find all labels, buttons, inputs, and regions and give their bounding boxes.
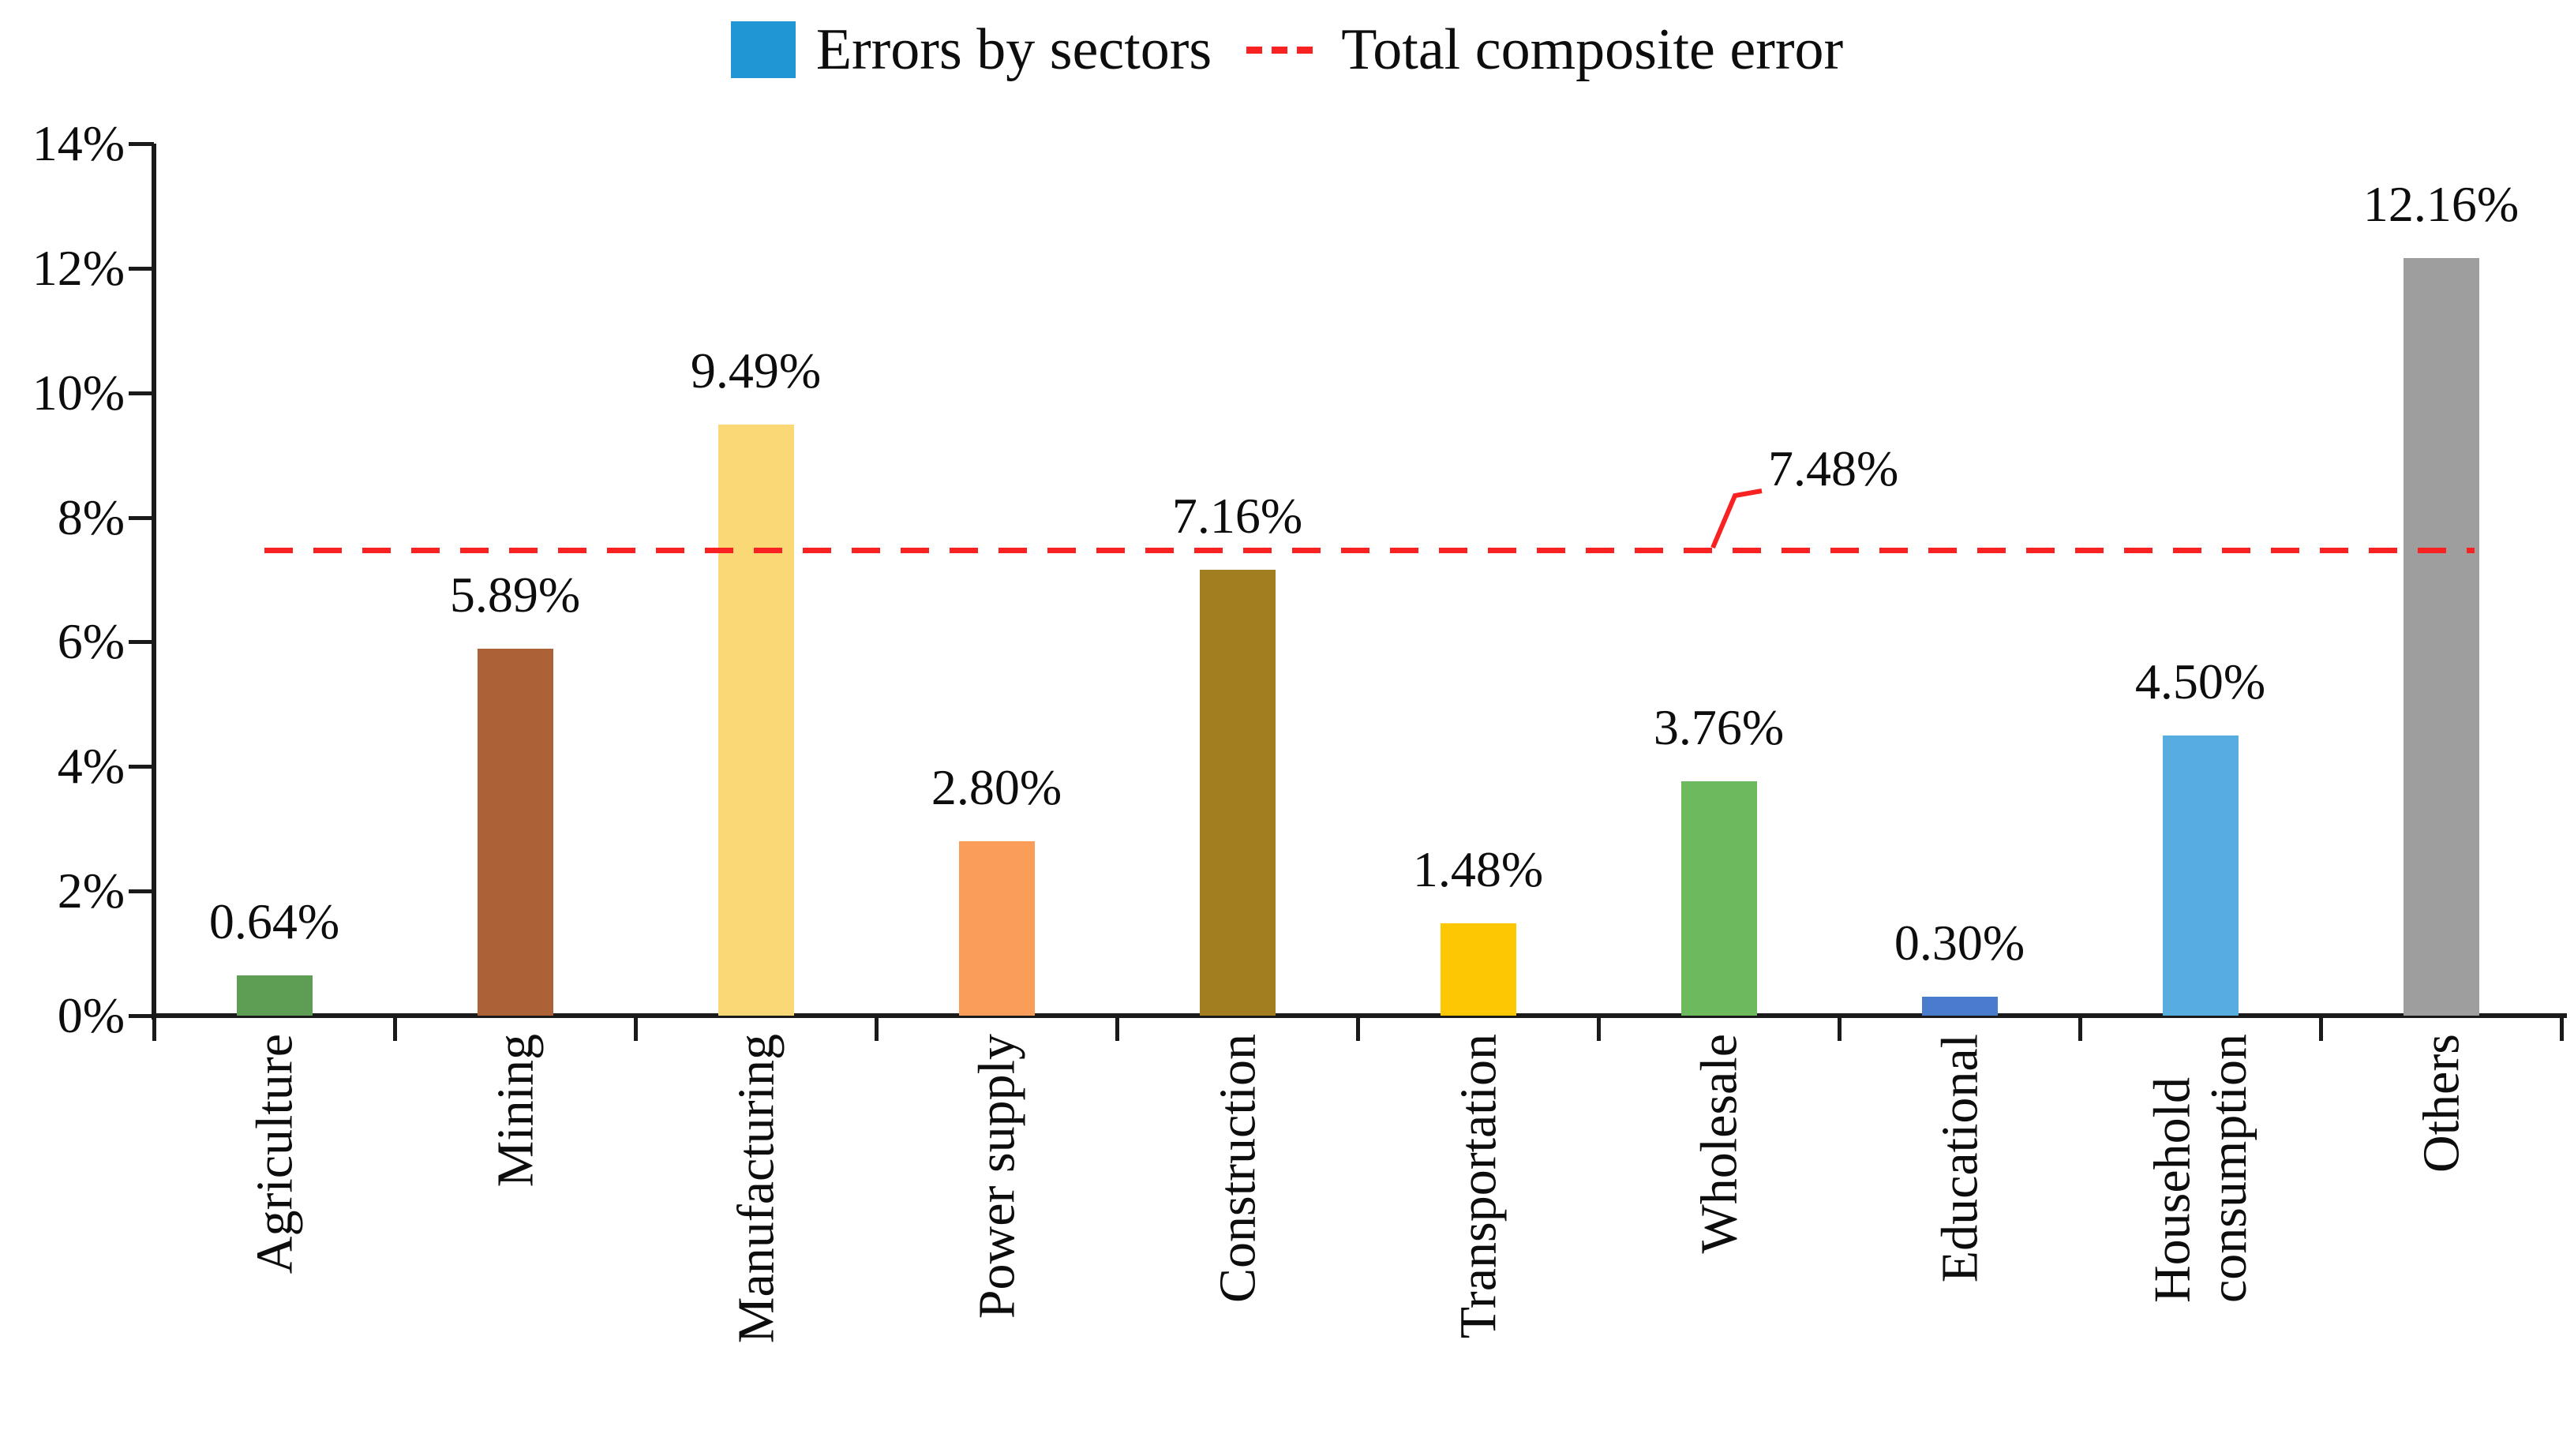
bar-construction — [1199, 569, 1276, 1016]
y-axis-label: 4% — [57, 738, 125, 795]
value-label: 0.64% — [208, 893, 340, 950]
legend-bar-swatch — [730, 21, 796, 78]
x-tick — [1356, 1016, 1360, 1041]
y-tick — [129, 765, 154, 769]
y-tick — [129, 266, 154, 271]
value-label: 12.16% — [2362, 176, 2520, 233]
category-label-transportation: Transportation — [1448, 1034, 1507, 1339]
y-tick — [129, 515, 154, 520]
y-tick — [129, 1014, 154, 1018]
category-label-others: Others — [2411, 1034, 2470, 1173]
x-tick — [393, 1016, 397, 1041]
bar-household-consumption — [2162, 735, 2239, 1016]
y-tick — [129, 889, 154, 894]
category-label-mining: Mining — [485, 1034, 544, 1188]
bar-agriculture — [236, 975, 313, 1016]
category-label-household-consumption: Household consumption — [2143, 1034, 2257, 1303]
y-axis-label: 14% — [32, 115, 125, 171]
reference-line-label: 7.48% — [1768, 440, 1899, 496]
value-label: 1.48% — [1412, 841, 1544, 898]
value-label: 0.30% — [1894, 915, 2025, 971]
category-label-wholesale: Wholesale — [1689, 1034, 1748, 1254]
x-tick — [634, 1016, 638, 1041]
y-axis-label: 8% — [57, 488, 125, 545]
bar-power-supply — [958, 841, 1035, 1016]
reference-callout-line — [1710, 488, 1763, 549]
legend-dashed-line-swatch — [1246, 46, 1321, 54]
y-axis-label: 6% — [57, 613, 125, 670]
y-tick — [129, 391, 154, 395]
value-label: 4.50% — [2134, 653, 2266, 709]
category-label-construction: Construction — [1208, 1034, 1266, 1303]
y-axis-label: 10% — [32, 364, 125, 421]
y-axis-line — [152, 144, 156, 1020]
value-label: 9.49% — [690, 342, 822, 399]
legend: Errors by sectors Total composite error — [0, 6, 2574, 93]
category-label-educational: Educational — [1930, 1034, 1988, 1283]
bar-mining — [477, 649, 553, 1016]
bar-manufacturing — [717, 424, 794, 1016]
x-tick — [2078, 1016, 2082, 1041]
category-label-power-supply: Power supply — [967, 1034, 1025, 1319]
bar-others — [2403, 258, 2479, 1016]
legend-line-label: Total composite error — [1341, 17, 1844, 82]
y-tick — [129, 142, 154, 146]
x-tick — [1597, 1016, 1601, 1041]
category-label-manufacturing: Manufacturing — [726, 1034, 785, 1344]
y-tick — [129, 640, 154, 645]
y-axis-label: 0% — [57, 987, 125, 1043]
bar-wholesale — [1680, 781, 1757, 1016]
legend-bar-label: Errors by sectors — [815, 17, 1212, 82]
x-tick — [1838, 1016, 1842, 1041]
x-tick — [875, 1016, 879, 1041]
bar-educational — [1921, 997, 1998, 1016]
x-tick — [152, 1016, 156, 1041]
value-label: 7.16% — [1171, 487, 1303, 544]
bar-transportation — [1440, 923, 1516, 1016]
value-label: 2.80% — [931, 759, 1062, 815]
y-axis-label: 12% — [32, 239, 125, 296]
x-tick — [1115, 1016, 1119, 1041]
value-label: 3.76% — [1653, 699, 1785, 756]
category-label-agriculture: Agriculture — [245, 1034, 303, 1274]
value-label: 5.89% — [449, 567, 581, 623]
x-tick — [2560, 1016, 2564, 1041]
y-axis-label: 2% — [57, 863, 125, 919]
x-tick — [2319, 1016, 2323, 1041]
reference-dashed-line — [264, 547, 2475, 553]
